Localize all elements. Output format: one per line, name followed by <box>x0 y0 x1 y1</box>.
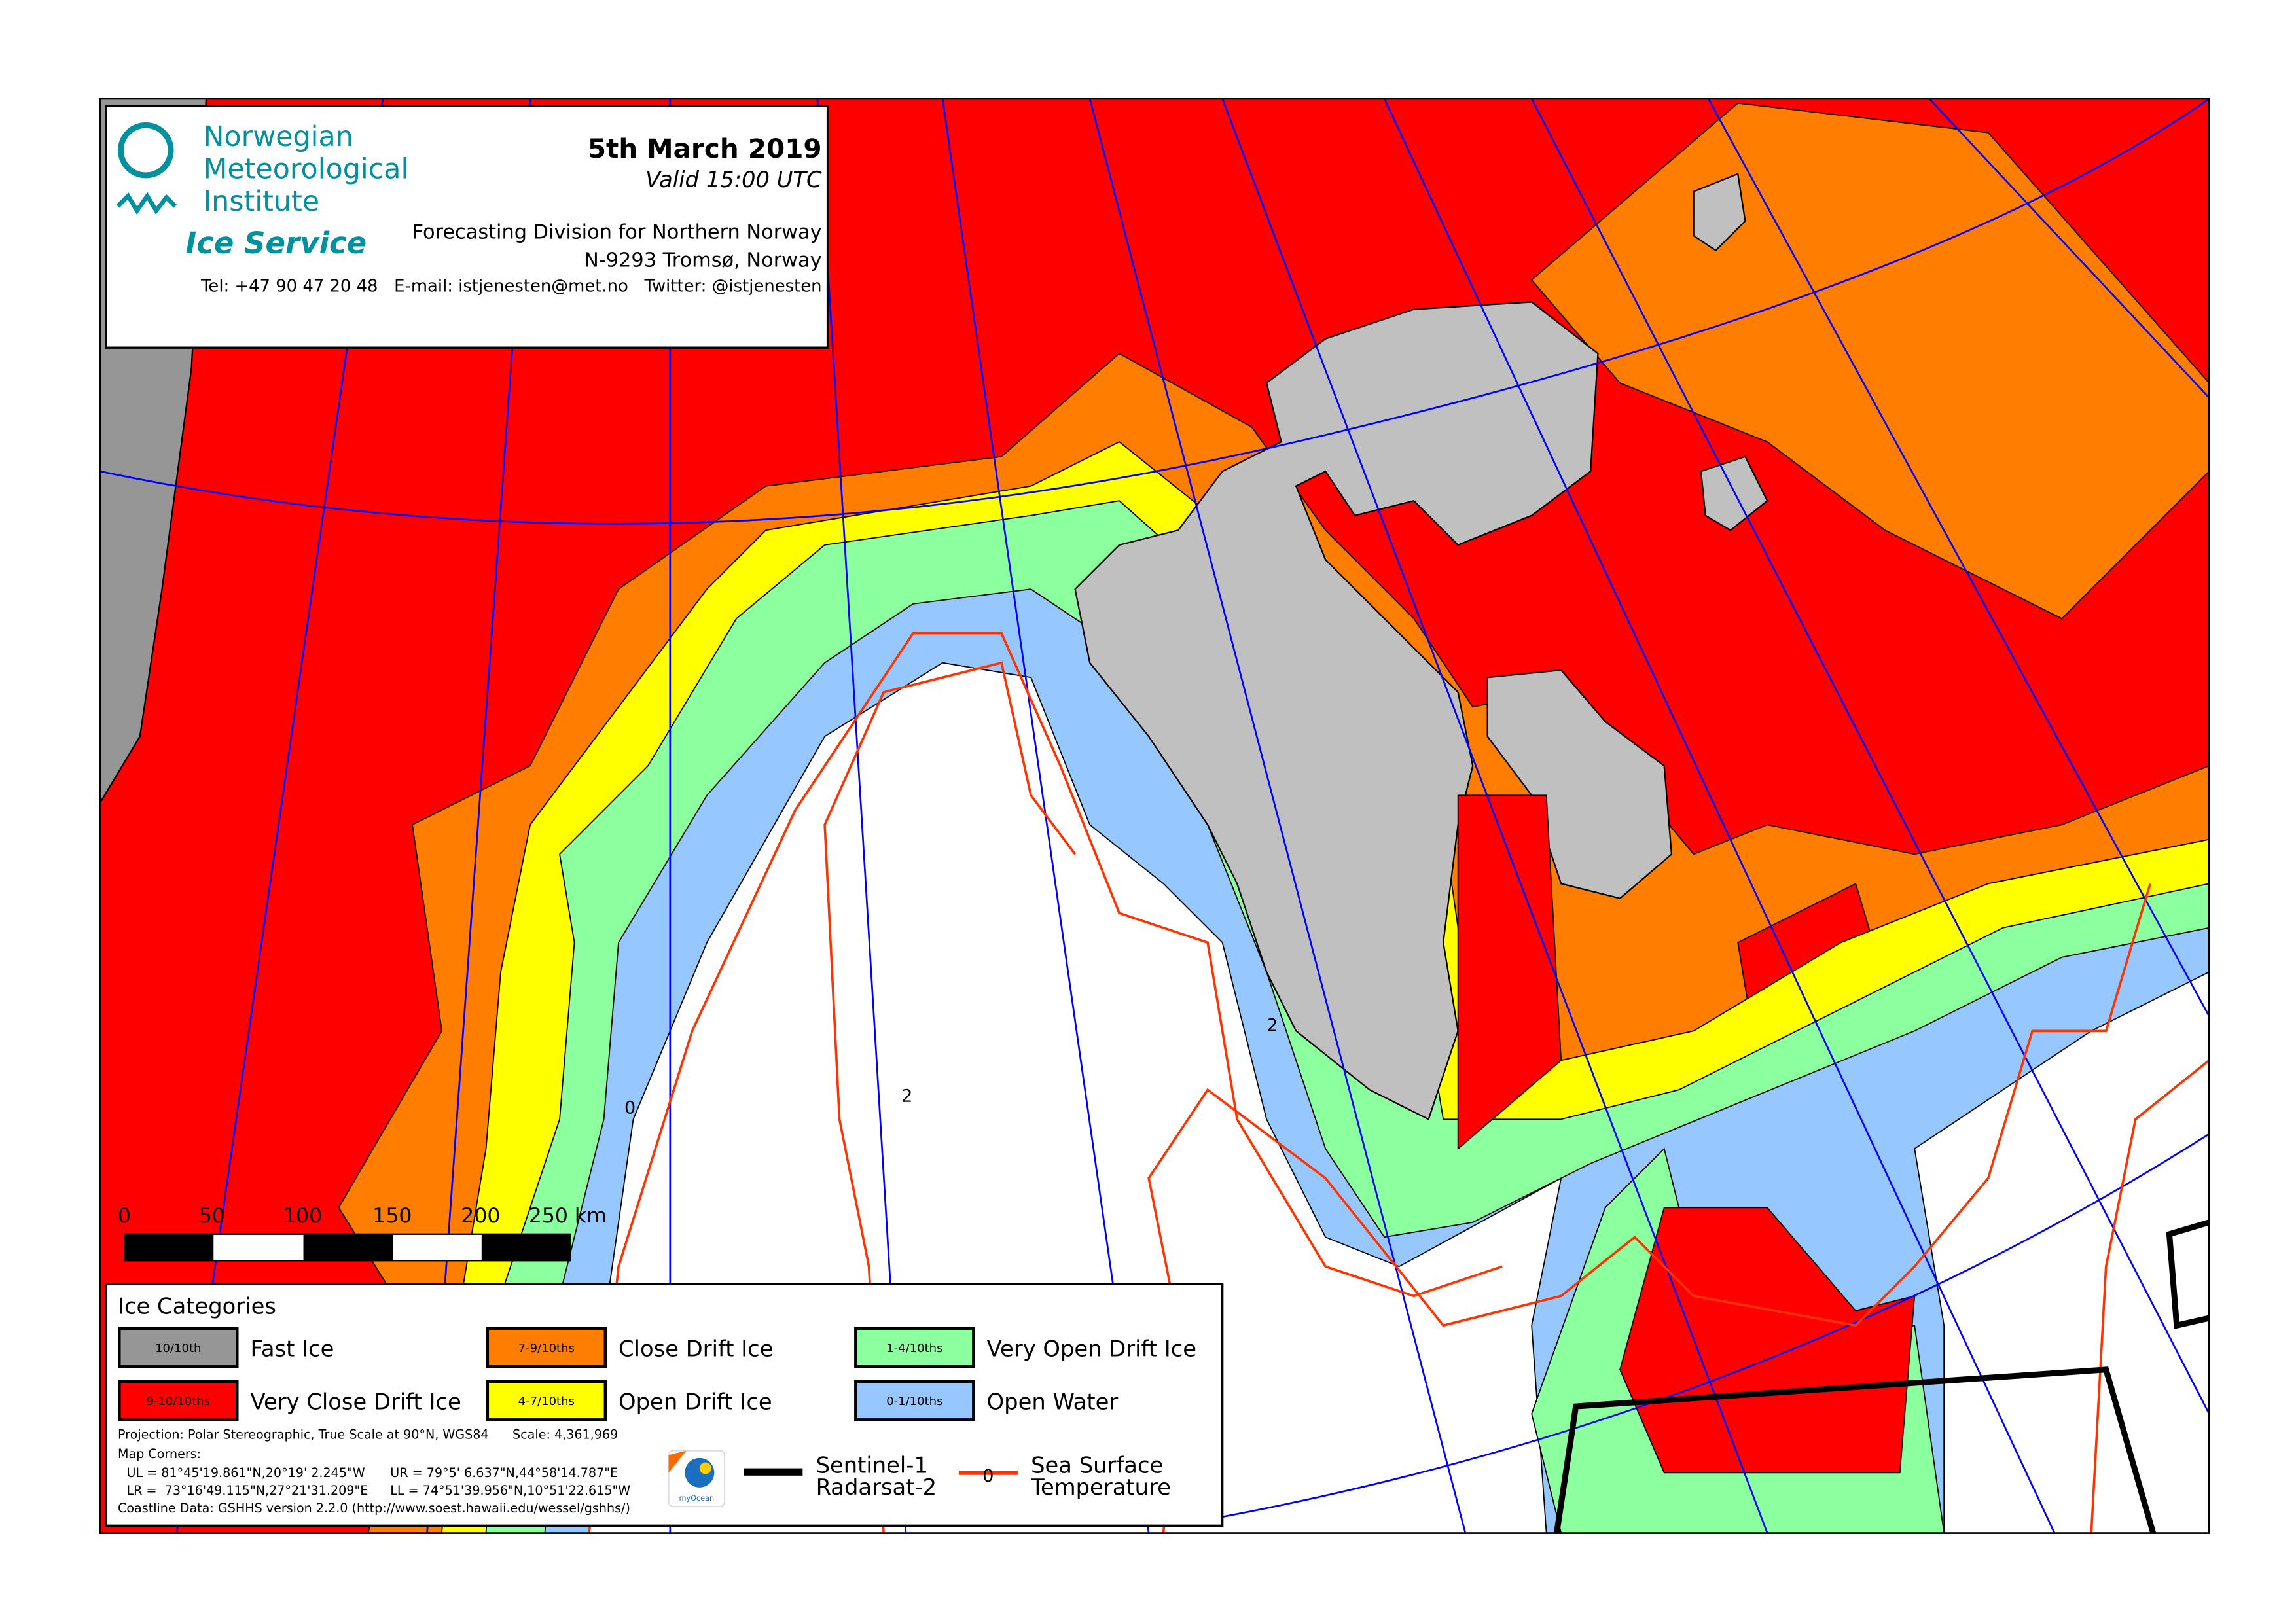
scale-label: 150 <box>372 1204 412 1228</box>
corner-ul: UL = 81°45'19.861"N,20°19' 2.245"W <box>127 1465 365 1480</box>
chart-date: 5th March 2019 <box>588 133 822 164</box>
division: Forecasting Division for Northern Norway <box>412 221 822 244</box>
map-area: 0 2 2 <box>100 98 2210 1533</box>
svg-text:myOcean: myOcean <box>679 1494 715 1503</box>
sst-legend-label: Sea Surface <box>1031 1452 1163 1478</box>
sea-surface-temperature-contours <box>588 632 2210 1533</box>
address: N-9293 Tromsø, Norway <box>584 249 822 272</box>
legend: Ice Categories 10/10th Fast Ice 9-10/10t… <box>105 1283 1224 1527</box>
legend-item-open-drift-ice: 4-7/10ths Open Drift Ice <box>486 1380 772 1421</box>
scale-bar: 0 50 100 150 200 250 km <box>118 1204 607 1262</box>
svg-text:Open Drift Ice: Open Drift Ice <box>619 1389 772 1415</box>
projection-info: Projection: Polar Stereographic, True Sc… <box>118 1427 489 1442</box>
svg-text:7-9/10ths: 7-9/10ths <box>518 1342 575 1355</box>
map-frame <box>99 98 2210 1534</box>
scale-label: 200 <box>461 1204 500 1228</box>
scale-label: 50 <box>199 1204 225 1228</box>
svg-text:Close Drift Ice: Close Drift Ice <box>619 1336 773 1362</box>
scale-label: 0 <box>118 1204 131 1228</box>
satellite-legend-label: Sentinel-1 <box>816 1452 928 1478</box>
sst-legend-value: 0 <box>982 1466 994 1486</box>
svg-text:9-10/10ths: 9-10/10ths <box>146 1395 210 1408</box>
sst-label: 2 <box>901 1086 912 1106</box>
legend-item-very-close-drift-ice: 9-10/10ths Very Close Drift Ice <box>118 1380 461 1421</box>
map-corners-title: Map Corners: <box>118 1446 201 1461</box>
sst-label: 0 <box>624 1097 636 1118</box>
kvitoya-land <box>1693 173 1746 252</box>
contact-info: Tel: +47 90 47 20 48 E-mail: istjenesten… <box>200 277 822 296</box>
satellite-legend-label: Radarsat-2 <box>816 1474 937 1500</box>
svg-text:Very Open Drift Ice: Very Open Drift Ice <box>987 1336 1196 1362</box>
service-name: Ice Service <box>186 226 367 260</box>
very-close-drift-ice-area <box>1619 1207 1916 1474</box>
scale-info: Scale: 4,361,969 <box>512 1427 618 1442</box>
scale-label: 250 km <box>529 1204 607 1228</box>
svg-text:Very Close Drift Ice: Very Close Drift Ice <box>251 1389 461 1415</box>
svg-text:10/10th: 10/10th <box>155 1342 201 1355</box>
valid-time: Valid 15:00 UTC <box>645 167 822 192</box>
svg-text:Fast Ice: Fast Ice <box>251 1336 334 1362</box>
header-box: Norwegian Meteorological Institute Ice S… <box>105 105 829 349</box>
legend-item-open-water: 0-1/10ths Open Water <box>854 1380 1119 1421</box>
satellite-legend-symbol <box>744 1468 803 1476</box>
institute-name-line: Institute <box>204 185 320 218</box>
svalbard-land <box>1074 301 1599 1120</box>
very-close-drift-ice-area <box>1457 794 1562 1150</box>
satellite-coverage <box>1553 1219 2210 1533</box>
sst-label: 2 <box>1266 1015 1278 1035</box>
legend-item-close-drift-ice: 7-9/10ths Close Drift Ice <box>486 1327 774 1368</box>
corner-ll: LL = 74°51'39.956"N,10°51'22.615"W <box>390 1483 630 1498</box>
institute-name-line: Norwegian <box>204 120 353 153</box>
svg-text:Open Water: Open Water <box>987 1389 1119 1415</box>
sst-legend-label: Temperature <box>1030 1474 1171 1500</box>
legend-item-fast-ice: 10/10th Fast Ice <box>118 1327 334 1368</box>
corner-ur: UR = 79°5' 6.637"N,44°58'14.787"E <box>390 1465 618 1480</box>
legend-item-very-open-drift-ice: 1-4/10ths Very Open Drift Ice <box>854 1327 1196 1368</box>
institute-name-line: Meteorological <box>204 152 409 185</box>
scale-label: 100 <box>283 1204 322 1228</box>
met-logo-wave-icon <box>116 192 177 215</box>
legend-title: Ice Categories <box>118 1293 276 1319</box>
edgeoya-land <box>1486 669 1673 899</box>
coastline-info: Coastline Data: GSHHS version 2.2.0 (htt… <box>118 1501 630 1516</box>
svg-text:4-7/10ths: 4-7/10ths <box>518 1395 575 1408</box>
met-logo-circle-icon <box>118 122 174 179</box>
svg-text:1-4/10ths: 1-4/10ths <box>886 1342 942 1355</box>
svg-text:0-1/10ths: 0-1/10ths <box>886 1395 942 1408</box>
myocean-logo: myOcean <box>668 1450 726 1508</box>
corner-lr: LR = 73°16'49.115"N,27°21'31.209"E <box>127 1483 368 1498</box>
